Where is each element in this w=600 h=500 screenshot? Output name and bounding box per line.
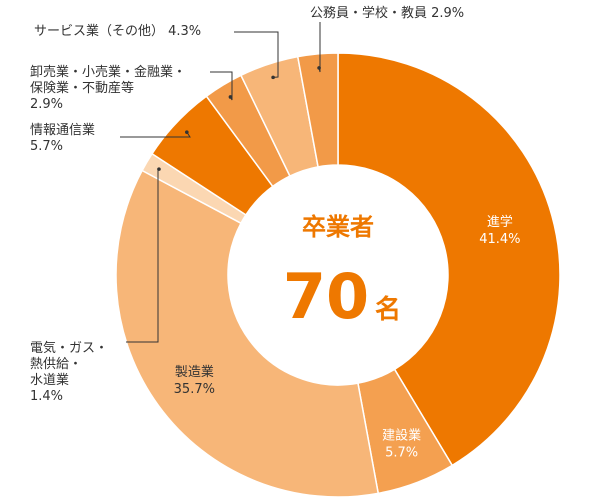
slice-6-leader-line	[234, 31, 279, 78]
slice-5-label-line-0: 卸売業・小売業・金融業・	[30, 64, 186, 80]
slice-7-leader-dot	[317, 66, 321, 70]
center-title: 卒業者	[302, 213, 374, 241]
slice-3-label-line-1: 熱供給・	[30, 357, 82, 372]
slice-4-leader-line	[120, 131, 191, 138]
slice-5-label-line-1: 保険業・不動産等	[30, 80, 134, 96]
slice-6-leader-dot	[271, 75, 275, 80]
slice-4-label-line-1: 5.7%	[30, 139, 63, 154]
slice-6-label-line-0: サービス業（その他） 4.3%	[34, 23, 201, 39]
slice-0-name-label: 進学	[487, 214, 513, 230]
slice-7-label-line-0: 公務員・学校・教員 2.9%	[310, 5, 464, 21]
slice-4-label-line-0: 情報通信業	[30, 122, 95, 138]
center-unit: 名	[375, 294, 401, 325]
slice-3-label-line-3: 1.4%	[30, 389, 63, 404]
leader-lines	[120, 22, 321, 343]
donut-hole	[228, 165, 448, 385]
slice-3-label-line-2: 水道業	[30, 372, 69, 388]
slice-3-label-line-0: 電気・ガス・	[30, 340, 108, 356]
slice-5-label-line-2: 2.9%	[30, 97, 63, 112]
slice-4-leader-dot	[185, 130, 189, 134]
center-number: 70	[283, 260, 369, 333]
slice-1-name-label: 建設業	[382, 427, 421, 443]
slice-3-leader-dot	[157, 167, 161, 171]
slice-1-value-label: 5.7%	[385, 445, 418, 460]
slice-2-name-label: 製造業	[175, 364, 214, 380]
slice-0-value-label: 41.4%	[479, 232, 520, 247]
slice-2-value-label: 35.7%	[174, 382, 215, 397]
slice-5-leader-dot	[228, 95, 233, 99]
